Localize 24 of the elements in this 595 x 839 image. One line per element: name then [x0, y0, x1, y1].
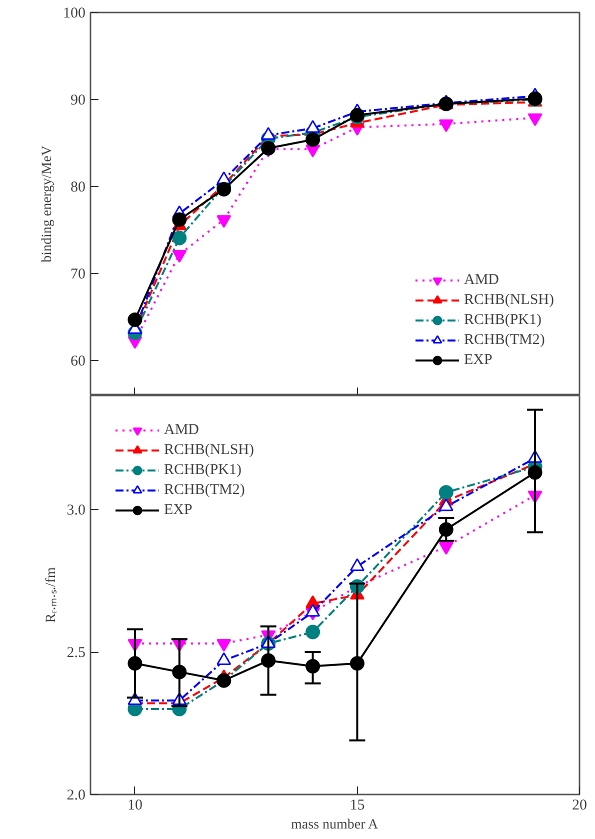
y-tick-label: 100	[63, 6, 86, 22]
x-tick-label: 20	[572, 798, 587, 814]
legend-label: RCHB(PK1)	[164, 462, 242, 478]
y-tick-label: 80	[70, 180, 86, 196]
y-tick-label: 60	[70, 354, 86, 370]
legend-label: AMD	[464, 272, 499, 288]
x-axis-title: mass number A	[291, 818, 380, 832]
legend-label: RCHB(TM2)	[164, 482, 245, 498]
legend-label: EXP	[164, 502, 192, 518]
y-tick-label: 70	[70, 266, 86, 283]
x-tick-label: 15	[350, 798, 365, 814]
y-axis-title: Rᵣ.ₘ.ₛ./fm	[44, 567, 59, 623]
y-tick-label: 3.0	[66, 502, 86, 518]
y-axis-title: binding energy/MeV	[40, 146, 55, 262]
y-tick-label: 2.5	[66, 645, 86, 661]
y-tick-label: 2.0	[66, 788, 86, 804]
legend-label: AMD	[164, 422, 200, 438]
legend-label: EXP	[464, 352, 492, 368]
legend-label: RCHB(PK1)	[464, 312, 542, 328]
legend-label: RCHB(NLSH)	[164, 442, 254, 458]
legend-label: RCHB(TM2)	[464, 332, 545, 348]
legend-label: RCHB(NLSH)	[464, 292, 554, 308]
y-tick-label: 90	[70, 92, 86, 109]
x-tick-label: 10	[127, 798, 142, 814]
